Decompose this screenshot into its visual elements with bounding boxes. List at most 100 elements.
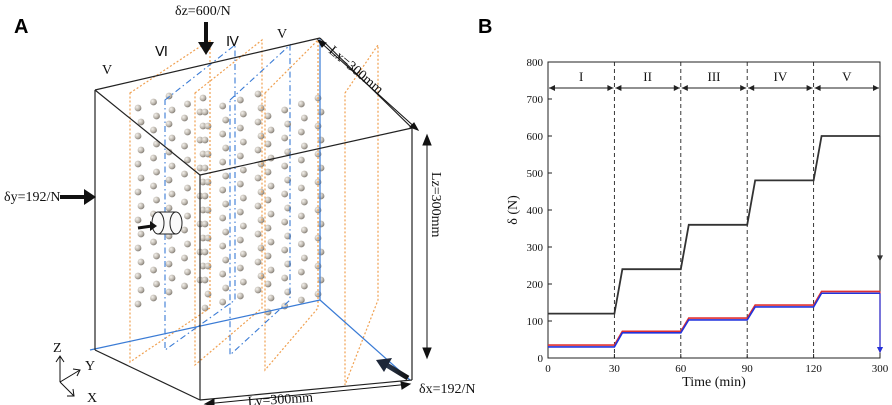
series-line-δx bbox=[548, 292, 880, 348]
particle bbox=[264, 168, 272, 176]
blue-plane-2 bbox=[229, 43, 291, 357]
particle bbox=[181, 142, 188, 150]
particle bbox=[267, 266, 275, 274]
stage-arrowhead bbox=[806, 85, 813, 91]
coordinate-axes bbox=[55, 355, 81, 397]
particle bbox=[254, 202, 262, 210]
lz-dimension-label: Lz=300mm bbox=[428, 172, 443, 238]
particle bbox=[236, 96, 244, 104]
particle bbox=[222, 228, 230, 236]
y-tick-label: 100 bbox=[527, 316, 544, 328]
dz-load-label: δz=600/N bbox=[175, 4, 231, 19]
particle bbox=[264, 224, 272, 232]
particle bbox=[222, 116, 230, 124]
particle bbox=[219, 242, 227, 250]
chart-y-axis-title: δ (N) bbox=[506, 195, 521, 225]
particle bbox=[222, 284, 230, 292]
section-label-v-left: V bbox=[102, 63, 112, 78]
section-label-vi: Ⅵ bbox=[155, 45, 168, 60]
lx-dimension bbox=[316, 39, 420, 131]
particle bbox=[236, 152, 244, 160]
particle bbox=[137, 118, 145, 126]
particle bbox=[196, 108, 204, 116]
particle bbox=[199, 122, 207, 130]
particle bbox=[267, 294, 275, 302]
particle bbox=[257, 132, 265, 140]
particle bbox=[254, 118, 262, 126]
particle bbox=[181, 114, 188, 122]
particle bbox=[317, 108, 325, 116]
particle bbox=[196, 164, 204, 172]
orange-plane-4 bbox=[344, 43, 379, 386]
particle bbox=[184, 268, 191, 276]
particle bbox=[165, 204, 173, 212]
particle bbox=[153, 252, 160, 260]
particle bbox=[281, 134, 289, 142]
cube-back-right-edge bbox=[319, 299, 411, 381]
particle bbox=[150, 98, 157, 106]
particle bbox=[199, 206, 207, 214]
particle bbox=[284, 232, 292, 240]
particle bbox=[300, 254, 308, 262]
cube-edge bbox=[94, 37, 321, 91]
particle bbox=[134, 160, 142, 168]
y-tick-label: 400 bbox=[527, 205, 544, 217]
particle bbox=[201, 304, 209, 312]
particle bbox=[254, 174, 262, 182]
particle bbox=[134, 132, 142, 140]
particle bbox=[239, 138, 247, 146]
particle bbox=[134, 216, 142, 224]
particle bbox=[281, 274, 289, 282]
orange-plane-3 bbox=[264, 38, 319, 372]
particle bbox=[284, 148, 292, 156]
particle bbox=[168, 274, 176, 282]
unload-arrowhead-δz bbox=[877, 255, 883, 262]
y-tick-label: 800 bbox=[527, 57, 544, 69]
x-tick-label: 0 bbox=[545, 363, 551, 375]
particle bbox=[297, 296, 305, 304]
particle bbox=[281, 246, 289, 254]
y-tick-label: 0 bbox=[538, 353, 544, 365]
particle bbox=[297, 128, 305, 136]
particle bbox=[254, 286, 262, 294]
particle bbox=[297, 100, 305, 108]
particle bbox=[165, 120, 173, 128]
particle bbox=[222, 172, 230, 180]
particle bbox=[239, 166, 247, 174]
y-tick-label: 600 bbox=[527, 131, 544, 143]
particle bbox=[300, 114, 308, 122]
particle bbox=[134, 272, 142, 280]
cube-edge bbox=[94, 349, 201, 401]
particle bbox=[150, 182, 157, 190]
particle bbox=[254, 230, 262, 238]
particle bbox=[297, 268, 305, 276]
chart-x-axis-title: Time (min) bbox=[682, 375, 746, 390]
section-label-iv: Ⅳ bbox=[226, 35, 239, 50]
particle bbox=[137, 258, 145, 266]
particle bbox=[267, 238, 275, 246]
particle-grid bbox=[134, 90, 325, 316]
particle bbox=[257, 104, 265, 112]
particle bbox=[168, 106, 176, 114]
particle bbox=[281, 218, 289, 226]
stage-arrowhead bbox=[740, 85, 747, 91]
particle bbox=[201, 220, 209, 228]
particle bbox=[281, 106, 289, 114]
x-tick-label: 120 bbox=[805, 363, 822, 375]
x-tick-label: 30 bbox=[609, 363, 621, 375]
series-line-δy bbox=[548, 290, 880, 346]
particle bbox=[168, 190, 176, 198]
particle bbox=[153, 112, 160, 120]
cube-edge bbox=[199, 127, 413, 176]
y-axis-label: Y bbox=[85, 359, 95, 374]
particle bbox=[317, 220, 325, 228]
particle bbox=[281, 162, 289, 170]
stage-arrowhead bbox=[748, 85, 755, 91]
particle bbox=[264, 140, 272, 148]
particle bbox=[257, 188, 265, 196]
particle bbox=[317, 248, 325, 256]
particle bbox=[284, 204, 292, 212]
particle bbox=[150, 266, 157, 274]
stage-label: IV bbox=[774, 69, 788, 84]
particle bbox=[184, 100, 191, 108]
